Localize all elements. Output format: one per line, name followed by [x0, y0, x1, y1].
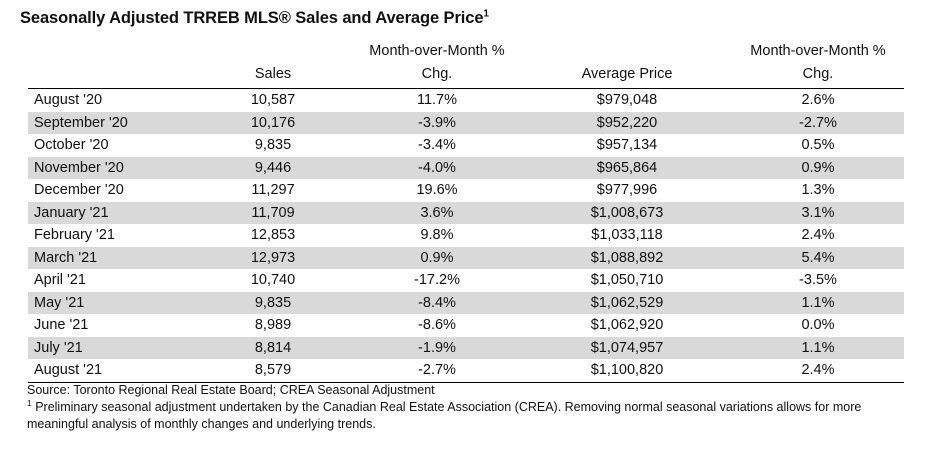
- cell-sales-chg: -8.4%: [418, 294, 456, 311]
- cell-sales: 9,835: [254, 294, 292, 311]
- cell-sales: 10,176: [250, 114, 296, 131]
- cell-sales-chg: -2.7%: [418, 362, 456, 378]
- cell-sales-chg: -17.2%: [414, 272, 460, 288]
- cell-average-price: $979,048: [596, 92, 658, 108]
- cell-sales: 8,814: [254, 339, 292, 356]
- table-row: April '21 10,740 -17.2% $1,050,710 -3.5%: [28, 269, 904, 292]
- cell-sales: 11,297: [251, 182, 295, 198]
- table-row: September '20 10,176 -3.9% $952,220 -2.7…: [28, 111, 904, 134]
- cell-month: September '20: [34, 114, 128, 131]
- cell-sales-chg: -3.9%: [418, 114, 456, 131]
- page-title: Seasonally Adjusted TRREB MLS® Sales and…: [20, 9, 489, 28]
- cell-price-chg: 2.6%: [801, 92, 835, 108]
- footnote-text: Preliminary seasonal adjustment undertak…: [27, 400, 862, 431]
- cell-month: July '21: [34, 339, 83, 356]
- cell-sales-chg: -3.4%: [418, 137, 456, 153]
- cell-average-price: $1,062,920: [590, 317, 664, 333]
- cell-average-price: $1,050,710: [590, 272, 664, 288]
- table-row: January '21 11,709 3.6% $1,008,673 3.1%: [28, 201, 904, 224]
- cell-sales: 12,973: [250, 249, 296, 266]
- cell-sales-chg: -8.6%: [418, 317, 456, 333]
- header-price-chg-line2: Chg.: [802, 66, 834, 82]
- cell-sales-chg: 3.6%: [420, 204, 454, 221]
- cell-average-price: $952,220: [596, 114, 658, 131]
- cell-price-chg: 0.5%: [801, 137, 835, 153]
- cell-average-price: $1,033,118: [591, 227, 663, 243]
- cell-month: August '20: [34, 92, 103, 108]
- table-row: December '20 11,297 19.6% $977,996 1.3%: [28, 179, 904, 202]
- cell-month: April '21: [34, 272, 86, 288]
- cell-month: March '21: [34, 249, 98, 266]
- cell-average-price: $965,864: [596, 159, 658, 176]
- cell-month: August '21: [34, 362, 103, 378]
- cell-average-price: $957,134: [596, 137, 658, 153]
- table-row: November '20 9,446 -4.0% $965,864 0.9%: [28, 156, 904, 179]
- table-row: August '20 10,587 11.7% $979,048 2.6%: [28, 89, 904, 112]
- cell-month: January '21: [34, 204, 109, 221]
- source-note: Source: Toronto Regional Real Estate Boa…: [27, 383, 435, 397]
- cell-price-chg: 2.4%: [801, 227, 835, 243]
- cell-sales-chg: 11.7%: [416, 92, 458, 108]
- cell-month: June '21: [34, 317, 89, 333]
- cell-sales: 8,989: [254, 317, 292, 333]
- header-sales: Sales: [254, 66, 292, 82]
- cell-price-chg: 1.3%: [801, 182, 835, 198]
- footnote: 1 Preliminary seasonal adjustment undert…: [27, 399, 907, 433]
- cell-sales: 9,446: [254, 159, 292, 176]
- table-row: October '20 9,835 -3.4% $957,134 0.5%: [28, 134, 904, 157]
- cell-sales: 11,709: [251, 204, 295, 221]
- header-average-price: Average Price: [581, 66, 673, 82]
- header-price-chg-line1: Month-over-Month %: [750, 43, 886, 59]
- cell-price-chg: 2.4%: [801, 362, 835, 378]
- header-sales-chg-line2: Chg.: [421, 66, 453, 82]
- table-row: March '21 12,973 0.9% $1,088,892 5.4%: [28, 246, 904, 269]
- table-row: February '21 12,853 9.8% $1,033,118 2.4%: [28, 224, 904, 247]
- cell-price-chg: 1.1%: [801, 339, 835, 356]
- table-row: July '21 8,814 -1.9% $1,074,957 1.1%: [28, 336, 904, 359]
- cell-month: November '20: [34, 159, 124, 176]
- cell-price-chg: 0.0%: [801, 317, 835, 333]
- cell-sales-chg: -4.0%: [418, 159, 456, 176]
- cell-average-price: $1,100,820: [590, 362, 664, 378]
- footnote-marker: 1: [27, 397, 32, 408]
- cell-month: October '20: [34, 137, 109, 153]
- cell-average-price: $977,996: [596, 182, 658, 198]
- cell-sales: 10,740: [250, 272, 296, 288]
- cell-price-chg: -3.5%: [799, 272, 837, 288]
- cell-sales: 10,587: [250, 92, 296, 108]
- table-row: June '21 8,989 -8.6% $1,062,920 0.0%: [28, 314, 904, 337]
- cell-price-chg: 5.4%: [801, 249, 835, 266]
- cell-sales: 12,853: [250, 227, 296, 243]
- cell-sales: 8,579: [254, 362, 292, 378]
- table-notes: Source: Toronto Regional Real Estate Boa…: [27, 382, 907, 433]
- cell-average-price: $1,074,957: [590, 339, 664, 356]
- cell-sales-chg: 0.9%: [420, 249, 454, 266]
- title-footnote-marker: 1: [483, 8, 489, 20]
- cell-month: February '21: [34, 227, 115, 243]
- table-row: August '21 8,579 -2.7% $1,100,820 2.4%: [28, 359, 904, 382]
- cell-month: May '21: [34, 294, 85, 311]
- cell-sales-chg: 9.8%: [420, 227, 454, 243]
- cell-month: December '20: [34, 182, 124, 198]
- table-row: May '21 9,835 -8.4% $1,062,529 1.1%: [28, 291, 904, 314]
- cell-price-chg: 3.1%: [801, 204, 835, 221]
- title-text: Seasonally Adjusted TRREB MLS® Sales and…: [20, 9, 484, 27]
- cell-average-price: $1,062,529: [590, 294, 664, 311]
- header-sales-chg-line1: Month-over-Month %: [369, 43, 505, 59]
- sales-price-table: August '20 10,587 11.7% $979,048 2.6% Se…: [28, 88, 904, 383]
- cell-average-price: $1,088,892: [590, 249, 664, 266]
- cell-price-chg: 1.1%: [801, 294, 835, 311]
- cell-sales-chg: -1.9%: [418, 339, 456, 356]
- cell-price-chg: -2.7%: [799, 114, 837, 131]
- cell-average-price: $1,008,673: [590, 204, 664, 221]
- cell-sales: 9,835: [254, 137, 292, 153]
- cell-sales-chg: 19.6%: [416, 182, 458, 198]
- cell-price-chg: 0.9%: [801, 159, 835, 176]
